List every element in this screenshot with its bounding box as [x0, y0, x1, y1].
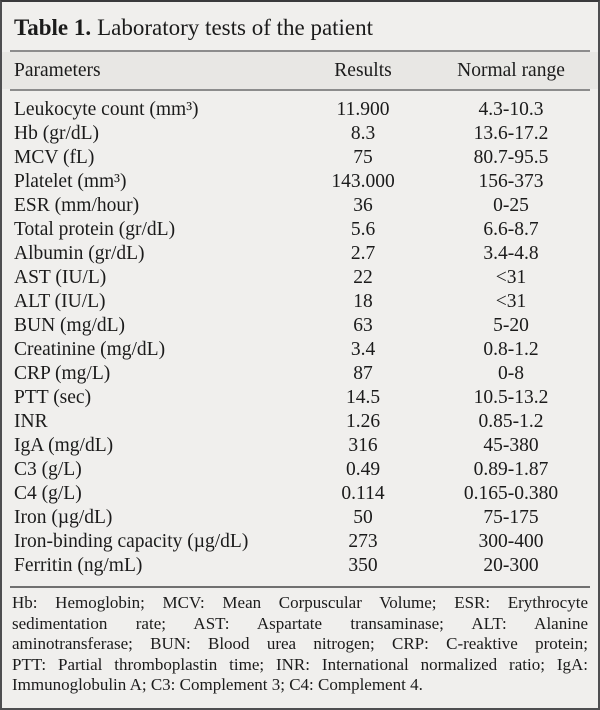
parameter-cell: AST (IU/L) [14, 267, 107, 288]
range-cell: <31 [495, 267, 527, 288]
table-row: Iron (µg/dL) 50 75-175 [2, 506, 598, 530]
table-row: Total protein (gr/dL) 5.6 6.6-8.7 [2, 218, 598, 242]
table-row: ALT (IU/L) 18 <31 [2, 290, 598, 314]
header-normal-range: Normal range [457, 60, 565, 81]
footnote-line: aminotransferase; BUN: Blood urea nitrog… [12, 634, 588, 653]
table-row: Platelet (mm³) 143.000 156-373 [2, 170, 598, 194]
result-cell: 14.5 [345, 387, 381, 408]
result-cell: 8.3 [350, 123, 376, 144]
range-cell: 13.6-17.2 [473, 123, 549, 144]
footnote-line: sedimentation rate; AST: Aspartate trans… [12, 613, 588, 633]
result-cell: 1.26 [345, 411, 381, 432]
table-title: Table 1. Laboratory tests of the patient [2, 2, 598, 50]
divider-top [10, 50, 590, 52]
range-cell: 20-300 [483, 555, 539, 576]
table-row: Iron-binding capacity (µg/dL) 273 300-400 [2, 530, 598, 554]
result-cell: 0.49 [345, 459, 381, 480]
parameter-cell: ALT (IU/L) [14, 291, 106, 312]
table-number-label: Table 1. [14, 15, 92, 40]
table-row: Hb (gr/dL) 8.3 13.6-17.2 [2, 122, 598, 146]
result-cell: 143.000 [331, 171, 395, 192]
range-cell: 0.85-1.2 [478, 411, 544, 432]
result-cell: 36 [353, 195, 373, 216]
parameter-cell: INR [14, 411, 48, 432]
table-row: C4 (g/L) 0.114 0.165-0.380 [2, 482, 598, 506]
header-parameters: Parameters [14, 60, 101, 81]
parameter-cell: Leukocyte count (mm³) [14, 99, 199, 120]
parameter-cell: Hb (gr/dL) [14, 123, 100, 144]
range-cell: 0-25 [493, 195, 529, 216]
table-row: MCV (fL) 75 80.7-95.5 [2, 146, 598, 170]
table-header-row: Parameters Results Normal range [2, 52, 598, 89]
table-row: Ferritin (ng/mL) 350 20-300 [2, 554, 598, 578]
result-cell: 3.4 [350, 339, 376, 360]
parameter-cell: MCV (fL) [14, 147, 95, 168]
range-cell: 0.8-1.2 [483, 339, 539, 360]
header-results: Results [334, 60, 392, 81]
range-cell: 4.3-10.3 [478, 99, 544, 120]
table-row: IgA (mg/dL) 316 45-380 [2, 434, 598, 458]
result-cell: 63 [353, 315, 373, 336]
table-row: CRP (mg/L) 87 0-8 [2, 362, 598, 386]
parameter-cell: IgA (mg/dL) [14, 435, 114, 456]
footnote-line: PTT: Partial thromboplastin time; INR: I… [12, 654, 588, 674]
table-caption: Laboratory tests of the patient [97, 15, 374, 40]
table-row: PTT (sec) 14.5 10.5-13.2 [2, 386, 598, 410]
table-row: ESR (mm/hour) 36 0-25 [2, 194, 598, 218]
result-cell: 22 [353, 267, 373, 288]
result-cell: 2.7 [350, 243, 376, 264]
table-footnote: Hb: Hemoglobin; MCV: Mean Corpuscular Vo… [2, 588, 598, 696]
table-row: Creatinine (mg/dL) 3.4 0.8-1.2 [2, 338, 598, 362]
range-cell: 5-20 [493, 315, 529, 336]
footnote-line: Immunoglobulin A; C3: Complement 3; C4: … [12, 675, 423, 694]
range-cell: 10.5-13.2 [473, 387, 549, 408]
table-row: Albumin (gr/dL) 2.7 3.4-4.8 [2, 242, 598, 266]
parameter-cell: Albumin (gr/dL) [14, 243, 145, 264]
parameter-cell: C4 (g/L) [14, 483, 82, 504]
range-cell: 0.89-1.87 [473, 459, 549, 480]
range-cell: 45-380 [483, 435, 539, 456]
result-cell: 273 [348, 531, 378, 552]
result-cell: 0.114 [341, 483, 385, 504]
table-row: AST (IU/L) 22 <31 [2, 266, 598, 290]
table-row: Leukocyte count (mm³) 11.900 4.3-10.3 [2, 98, 598, 122]
table-body: Leukocyte count (mm³) 11.900 4.3-10.3 Hb (g… [2, 91, 598, 586]
result-cell: 350 [348, 555, 378, 576]
result-cell: 316 [348, 435, 378, 456]
range-cell: <31 [495, 291, 527, 312]
range-cell: 6.6-8.7 [483, 219, 539, 240]
result-cell: 87 [353, 363, 373, 384]
parameter-cell: Iron-binding capacity (µg/dL) [14, 531, 249, 552]
parameter-cell: PTT (sec) [14, 387, 92, 408]
range-cell: 300-400 [478, 531, 544, 552]
range-cell: 0-8 [498, 363, 524, 384]
result-cell: 18 [353, 291, 373, 312]
parameter-cell: C3 (g/L) [14, 459, 82, 480]
parameter-cell: Creatinine (mg/dL) [14, 339, 166, 360]
range-cell: 75-175 [483, 507, 539, 528]
parameter-cell: Platelet (mm³) [14, 171, 127, 192]
result-cell: 50 [353, 507, 373, 528]
result-cell: 5.6 [350, 219, 376, 240]
parameter-cell: BUN (mg/dL) [14, 315, 126, 336]
result-cell: 11.900 [336, 99, 390, 120]
divider-header-bottom [10, 89, 590, 91]
divider-footnote [10, 586, 590, 588]
table-row: C3 (g/L) 0.49 0.89-1.87 [2, 458, 598, 482]
range-cell: 3.4-4.8 [483, 243, 539, 264]
parameter-cell: CRP (mg/L) [14, 363, 111, 384]
range-cell: 0.165-0.380 [463, 483, 559, 504]
table-row: INR 1.26 0.85-1.2 [2, 410, 598, 434]
parameter-cell: Iron (µg/dL) [14, 507, 113, 528]
parameter-cell: Ferritin (ng/mL) [14, 555, 143, 576]
footnote-line: Hb: Hemoglobin; MCV: Mean Corpuscular Vo… [12, 593, 588, 612]
parameter-cell: Total protein (gr/dL) [14, 219, 176, 240]
range-cell: 80.7-95.5 [473, 147, 549, 168]
parameter-cell: ESR (mm/hour) [14, 195, 140, 216]
result-cell: 75 [353, 147, 373, 168]
range-cell: 156-373 [478, 171, 544, 192]
table-row: BUN (mg/dL) 63 5-20 [2, 314, 598, 338]
